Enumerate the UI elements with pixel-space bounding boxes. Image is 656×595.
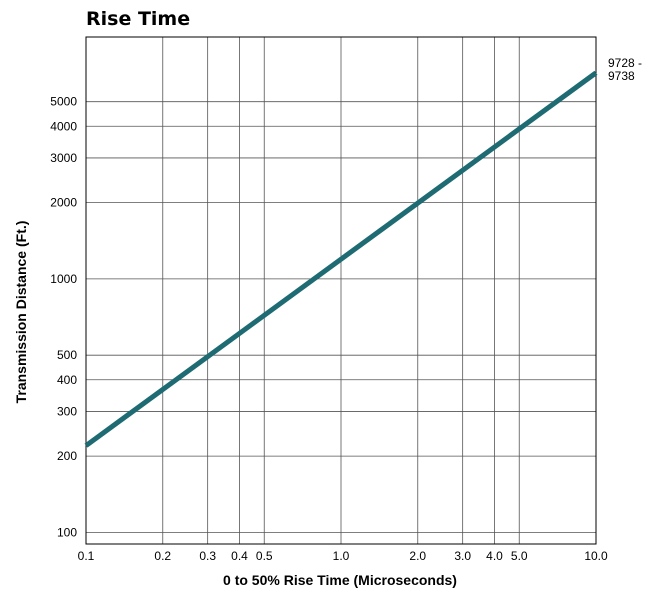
x-tick-label: 0.4 [231, 549, 248, 563]
x-tick-label: 4.0 [486, 549, 503, 563]
x-tick-label: 10.0 [584, 549, 608, 563]
x-tick-label: 0.2 [154, 549, 171, 563]
y-tick-label: 2000 [50, 196, 77, 210]
x-tick-label: 0.5 [256, 549, 273, 563]
series-group: 9728 -9738 [84, 56, 642, 448]
chart-title: Rise Time [86, 8, 190, 30]
y-axis-label: Transmission Distance (Ft.) [13, 221, 29, 404]
x-tick-label: 0.3 [199, 549, 216, 563]
y-tick-label: 200 [57, 449, 77, 463]
series-line [84, 70, 598, 448]
x-tick-labels: 0.1 0.2 0.3 0.4 0.5 1.0 2.0 3.0 4.0 5.0 10.0 [78, 549, 608, 563]
y-tick-label: 500 [57, 348, 77, 362]
y-tick-label: 400 [57, 373, 77, 387]
series-label-line: 9728 - [608, 56, 642, 70]
y-tick-label: 4000 [50, 119, 77, 133]
y-tick-label: 1000 [50, 272, 77, 286]
x-tick-label: 3.0 [454, 549, 471, 563]
y-tick-label: 300 [57, 404, 77, 418]
grid [85, 37, 597, 544]
plot-frame [85, 36, 597, 545]
y-tick-label: 5000 [50, 95, 77, 109]
series-label: 9728 -9738 [608, 56, 642, 83]
x-axis-label: 0 to 50% Rise Time (Microseconds) [223, 572, 457, 588]
x-tick-label: 2.0 [409, 549, 426, 563]
y-tick-label: 3000 [50, 151, 77, 165]
x-tick-label: 1.0 [333, 549, 350, 563]
series-label-line: 9738 [608, 69, 635, 83]
x-tick-label: 5.0 [511, 549, 528, 563]
x-tick-label: 0.1 [78, 549, 95, 563]
y-tick-label: 100 [57, 525, 77, 539]
y-tick-labels: 100 200 300 400 500 1000 2000 3000 4000 5000 [50, 95, 77, 540]
